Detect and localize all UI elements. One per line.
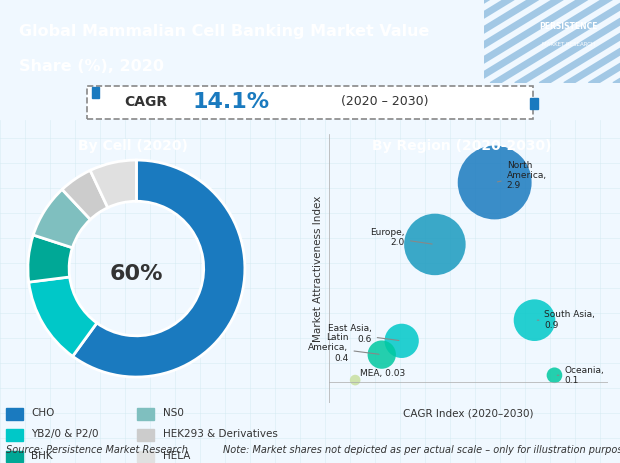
Text: CHO: CHO bbox=[32, 408, 55, 418]
Text: PERSISTENCE: PERSISTENCE bbox=[539, 22, 598, 31]
Text: HELA: HELA bbox=[162, 451, 190, 461]
Wedge shape bbox=[62, 170, 108, 219]
Point bbox=[529, 317, 539, 324]
Wedge shape bbox=[90, 160, 136, 208]
Text: CAGR: CAGR bbox=[124, 95, 167, 109]
Point bbox=[377, 351, 387, 358]
Bar bbox=[137, 408, 154, 419]
Wedge shape bbox=[73, 160, 245, 377]
Point bbox=[549, 372, 559, 379]
X-axis label: CAGR Index (2020–2030): CAGR Index (2020–2030) bbox=[403, 408, 533, 419]
Text: BHK: BHK bbox=[32, 451, 53, 461]
Point bbox=[350, 376, 360, 384]
Wedge shape bbox=[28, 235, 73, 282]
Point bbox=[490, 179, 500, 186]
Y-axis label: Market Attractiveness Index: Market Attractiveness Index bbox=[313, 195, 323, 342]
Text: MEA, 0.03: MEA, 0.03 bbox=[360, 369, 405, 378]
Text: East Asia,
0.6: East Asia, 0.6 bbox=[328, 324, 399, 344]
Bar bbox=[530, 98, 538, 109]
Text: By Region (2020-2030): By Region (2020-2030) bbox=[372, 139, 552, 153]
Text: NS0: NS0 bbox=[162, 408, 184, 418]
Bar bbox=[137, 450, 154, 463]
Text: Note: Market shares not depicted as per actual scale – only for illustration pur: Note: Market shares not depicted as per … bbox=[223, 445, 620, 455]
Text: South Asia,
0.9: South Asia, 0.9 bbox=[538, 311, 595, 330]
FancyBboxPatch shape bbox=[87, 86, 533, 119]
Text: 60%: 60% bbox=[110, 264, 163, 284]
Text: North
America,
2.9: North America, 2.9 bbox=[497, 161, 547, 190]
Bar bbox=[6, 408, 23, 419]
Text: By Cell (2020): By Cell (2020) bbox=[78, 139, 188, 153]
Text: (2020 – 2030): (2020 – 2030) bbox=[341, 95, 428, 108]
Text: Global Mammalian Cell Banking Market Value: Global Mammalian Cell Banking Market Val… bbox=[19, 24, 430, 39]
Text: Source: Persistence Market Research: Source: Persistence Market Research bbox=[6, 445, 188, 455]
Wedge shape bbox=[29, 277, 97, 357]
Text: YB2/0 & P2/0: YB2/0 & P2/0 bbox=[32, 430, 99, 439]
Bar bbox=[6, 450, 23, 463]
Text: MARKET RESEARCH: MARKET RESEARCH bbox=[542, 42, 595, 47]
Text: HEK293 & Derivatives: HEK293 & Derivatives bbox=[162, 430, 277, 439]
Text: Latin
America,
0.4: Latin America, 0.4 bbox=[308, 333, 379, 363]
Bar bbox=[137, 429, 154, 441]
Text: 14.1%: 14.1% bbox=[192, 92, 269, 112]
Text: Oceania,
0.1: Oceania, 0.1 bbox=[557, 366, 604, 385]
Bar bbox=[92, 87, 99, 98]
Point bbox=[430, 241, 440, 248]
Point bbox=[397, 337, 407, 344]
Text: Europe,
2.0: Europe, 2.0 bbox=[371, 228, 432, 247]
Bar bbox=[6, 429, 23, 441]
Wedge shape bbox=[33, 189, 91, 248]
Text: Share (%), 2020: Share (%), 2020 bbox=[19, 59, 164, 74]
